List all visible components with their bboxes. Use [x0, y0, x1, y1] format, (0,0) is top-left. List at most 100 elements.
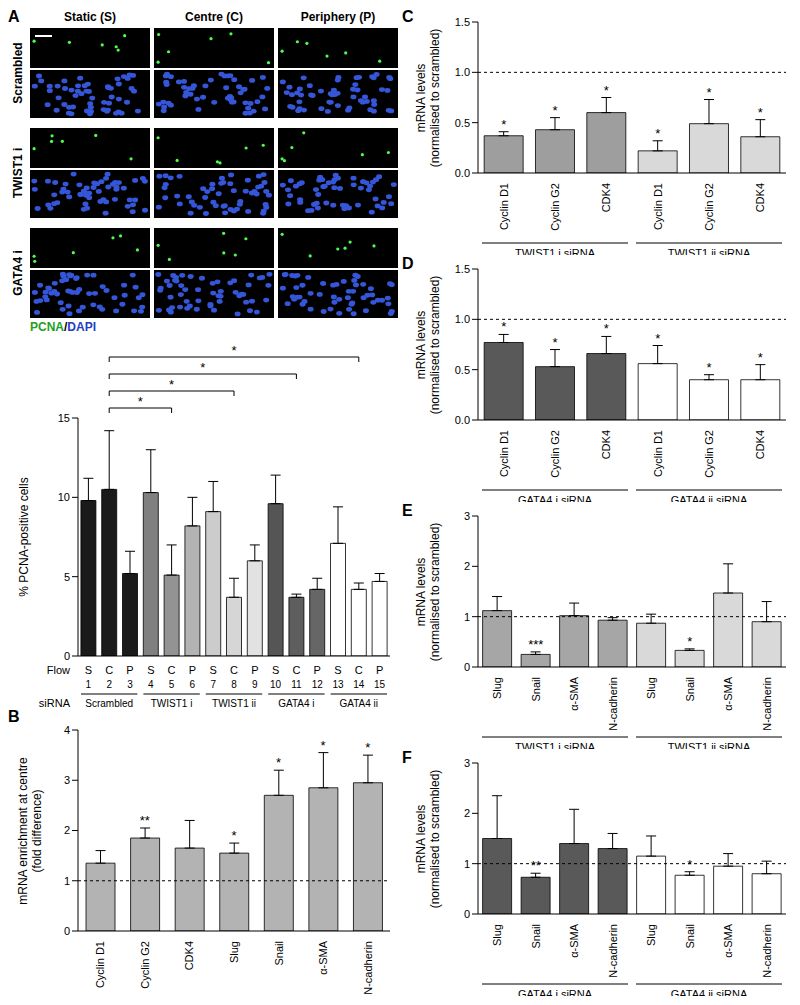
svg-text:Slug: Slug [228, 941, 240, 963]
svg-text:siRNA: siRNA [39, 697, 71, 708]
svg-text:α-SMA: α-SMA [722, 676, 734, 711]
svg-text:*: * [231, 828, 236, 843]
svg-text:0: 0 [64, 925, 70, 937]
svg-text:8: 8 [231, 679, 237, 690]
svg-text:Flow: Flow [47, 664, 70, 676]
svg-text:Cyclin G2: Cyclin G2 [549, 183, 561, 231]
svg-text:Cyclin G2: Cyclin G2 [703, 430, 715, 478]
svg-text:*: * [604, 321, 609, 336]
svg-text:0: 0 [464, 661, 470, 673]
svg-text:*: * [276, 755, 281, 770]
svg-text:2: 2 [106, 679, 112, 690]
svg-text:7: 7 [210, 679, 216, 690]
svg-text:1.5: 1.5 [455, 263, 470, 275]
svg-text:1.5: 1.5 [455, 16, 470, 28]
svg-text:15: 15 [374, 679, 386, 690]
svg-text:CDK4: CDK4 [754, 183, 766, 212]
svg-text:CDK4: CDK4 [600, 183, 612, 212]
svg-text:1: 1 [64, 875, 70, 887]
svg-text:N-cadherin: N-cadherin [761, 924, 773, 978]
svg-text:C: C [355, 664, 363, 676]
svg-text:Snail: Snail [530, 924, 542, 948]
svg-text:S: S [272, 664, 279, 676]
svg-text:CDK4: CDK4 [754, 430, 766, 459]
svg-text:*: * [231, 343, 236, 358]
svg-text:TWIST1 i siRNA: TWIST1 i siRNA [515, 741, 596, 749]
svg-text:*: * [758, 105, 763, 120]
svg-text:Cyclin D1: Cyclin D1 [94, 941, 106, 988]
svg-text:N-cadherin: N-cadherin [607, 924, 619, 978]
svg-text:*: * [200, 360, 205, 375]
svg-text:*: * [687, 634, 692, 649]
svg-text:N-cadherin: N-cadherin [761, 677, 773, 731]
svg-text:*: * [706, 360, 711, 375]
svg-text:*: * [655, 331, 660, 346]
svg-text:2: 2 [464, 807, 470, 819]
svg-text:5: 5 [169, 679, 175, 690]
svg-text:Slug: Slug [491, 924, 503, 946]
svg-text:C: C [105, 664, 113, 676]
svg-text:C: C [230, 664, 238, 676]
svg-text:13: 13 [332, 679, 344, 690]
svg-text:C: C [292, 664, 300, 676]
svg-text:Scrambled: Scrambled [85, 698, 133, 708]
svg-text:*: * [604, 83, 609, 98]
svg-text:0.0: 0.0 [455, 414, 470, 426]
svg-text:1: 1 [464, 858, 470, 870]
svg-text:α-SMA: α-SMA [568, 923, 580, 958]
svg-text:0.5: 0.5 [455, 364, 470, 376]
svg-text:C: C [168, 664, 176, 676]
svg-text:0: 0 [64, 650, 70, 662]
svg-text:*: * [169, 377, 174, 392]
svg-text:0: 0 [464, 908, 470, 920]
svg-text:α-SMA: α-SMA [568, 676, 580, 711]
svg-text:*: * [687, 857, 692, 872]
svg-text:GATA4 ii: GATA4 ii [340, 698, 379, 708]
svg-text:1.0: 1.0 [455, 313, 470, 325]
svg-text:3: 3 [464, 757, 470, 769]
svg-text:Snail: Snail [684, 677, 696, 701]
svg-text:P: P [126, 664, 133, 676]
svg-text:P: P [251, 664, 258, 676]
svg-text:Cyclin D1: Cyclin D1 [652, 430, 664, 477]
svg-text:Snail: Snail [530, 677, 542, 701]
svg-text:0.0: 0.0 [455, 167, 470, 179]
svg-text:TWIST1 ii siRNA: TWIST1 ii siRNA [668, 247, 751, 255]
svg-text:Cyclin G2: Cyclin G2 [703, 183, 715, 231]
svg-text:Cyclin G2: Cyclin G2 [139, 941, 151, 989]
svg-text:4: 4 [148, 679, 154, 690]
svg-text:3: 3 [464, 510, 470, 522]
svg-text:0.5: 0.5 [455, 117, 470, 129]
svg-text:N-cadherin: N-cadherin [362, 941, 374, 995]
svg-text:Snail: Snail [684, 924, 696, 948]
svg-text:*: * [138, 394, 143, 409]
svg-text:CDK4: CDK4 [600, 430, 612, 459]
svg-text:Cyclin D1: Cyclin D1 [498, 430, 510, 477]
svg-text:*: * [655, 126, 660, 141]
svg-text:S: S [85, 664, 92, 676]
svg-text:P: P [376, 664, 383, 676]
svg-text:5: 5 [64, 571, 70, 583]
svg-text:Cyclin D1: Cyclin D1 [652, 183, 664, 230]
svg-text:**: ** [531, 858, 541, 873]
svg-text:TWIST1 i: TWIST1 i [151, 698, 193, 708]
svg-text:GATA4 i siRNA: GATA4 i siRNA [518, 494, 593, 502]
svg-text:*: * [365, 740, 370, 755]
svg-text:1.0: 1.0 [455, 66, 470, 78]
svg-text:*: * [552, 103, 557, 118]
svg-text:TWIST1 ii siRNA: TWIST1 ii siRNA [668, 741, 751, 749]
svg-text:1: 1 [86, 679, 92, 690]
svg-text:**: ** [140, 813, 150, 828]
svg-text:***: *** [528, 637, 543, 652]
svg-text:S: S [210, 664, 217, 676]
svg-text:S: S [334, 664, 341, 676]
svg-text:GATA4 i siRNA: GATA4 i siRNA [518, 988, 593, 996]
svg-text:10: 10 [58, 491, 70, 503]
svg-text:*: * [706, 85, 711, 100]
svg-text:N-cadherin: N-cadherin [607, 677, 619, 731]
svg-text:S: S [147, 664, 154, 676]
svg-text:1: 1 [464, 611, 470, 623]
svg-text:CDK4: CDK4 [183, 941, 195, 970]
svg-text:α-SMA: α-SMA [317, 940, 329, 975]
svg-text:GATA4 i: GATA4 i [278, 698, 314, 708]
